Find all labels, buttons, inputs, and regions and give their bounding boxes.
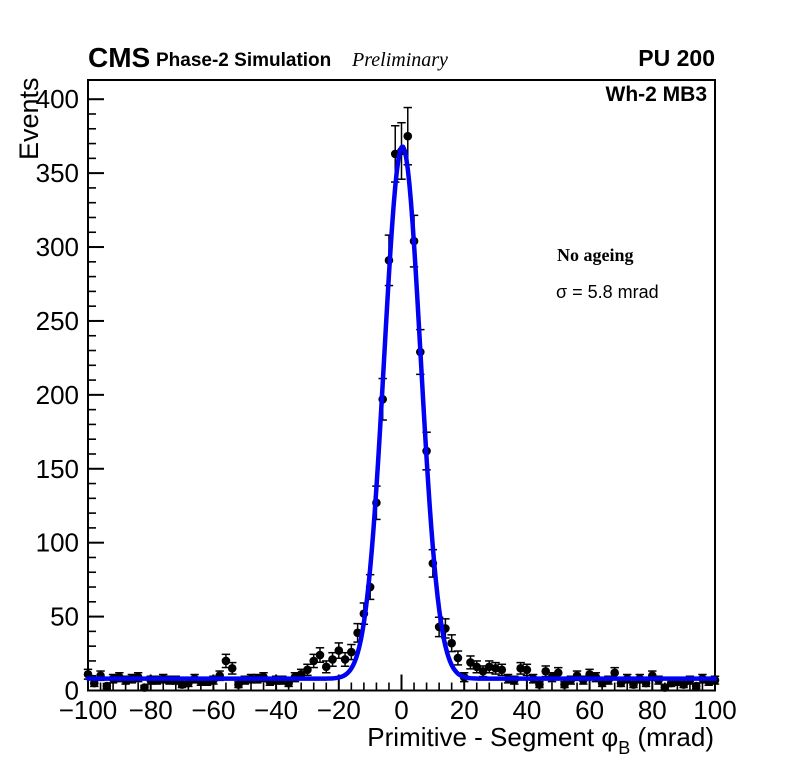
data-point (616, 678, 626, 688)
x-tick-label: −20 (317, 695, 361, 725)
y-tick-label: 400 (36, 84, 79, 114)
fit-curve-layer (85, 144, 718, 681)
axes-layer: −100 −80 −60 −40 −20 0 20 40 60 80 100 0 50 100 150 200… (36, 79, 737, 725)
data-point (447, 638, 456, 648)
y-tick-label: 50 (50, 602, 79, 632)
data-point (497, 665, 507, 675)
data-point (347, 647, 356, 657)
y-tick-label: 100 (36, 528, 79, 558)
data-point (541, 666, 551, 676)
sigma-value-label: σ = 5.8 mrad (556, 282, 659, 302)
data-point (660, 683, 670, 692)
data-point (334, 646, 344, 655)
ageing-label: No ageing (557, 245, 634, 265)
data-point (309, 656, 319, 666)
x-tick-label: 20 (450, 695, 479, 725)
phase2-simulation-label: Phase-2 Simulation (156, 50, 331, 71)
x-tick-label: 80 (638, 695, 667, 725)
x-tick-label: 0 (394, 695, 408, 725)
y-tick-label: 0 (65, 676, 79, 706)
x-tick-label: −40 (254, 695, 298, 725)
data-point (629, 680, 638, 689)
data-point (321, 662, 331, 672)
cms-label: CMS (88, 42, 150, 73)
x-axis-title: Primitive - Segment φB (mrad) (367, 722, 714, 758)
data-point (140, 683, 149, 692)
y-tick-label: 300 (36, 232, 79, 262)
data-point (560, 680, 569, 689)
x-tick-label: −100 (59, 695, 118, 725)
data-point (303, 665, 312, 675)
y-axis-title: Events (14, 77, 44, 160)
data-point (522, 665, 532, 675)
x-tick-label: −80 (129, 695, 173, 725)
data-point (691, 681, 701, 691)
data-point (535, 680, 544, 689)
y-tick-label: 200 (36, 380, 79, 410)
data-point (221, 656, 231, 666)
data-point (102, 681, 112, 691)
data-point (227, 664, 237, 673)
preliminary-label: Preliminary (351, 49, 448, 71)
data-point (315, 650, 325, 660)
data-point (679, 680, 688, 689)
data-point (234, 680, 243, 689)
data-point (553, 668, 563, 678)
data-point (453, 653, 463, 663)
y-tick-label: 350 (36, 158, 79, 188)
y-tick-label: 150 (36, 454, 79, 484)
x-tick-label: 100 (693, 695, 736, 725)
data-point (472, 662, 482, 672)
x-tick-label: 60 (575, 695, 604, 725)
chamber-label: Wh-2 MB3 (606, 83, 708, 106)
data-point (296, 669, 306, 679)
fit-curve-path (85, 144, 718, 681)
data-point (83, 669, 93, 679)
data-point (340, 655, 350, 664)
data-point (328, 655, 337, 664)
data-point (610, 668, 619, 678)
pileup-label: PU 200 (638, 45, 715, 71)
data-point (184, 678, 193, 688)
y-tick-label: 250 (36, 306, 79, 336)
x-tick-label: 40 (512, 695, 541, 725)
x-tick-label: −60 (191, 695, 235, 725)
data-point (403, 131, 413, 141)
